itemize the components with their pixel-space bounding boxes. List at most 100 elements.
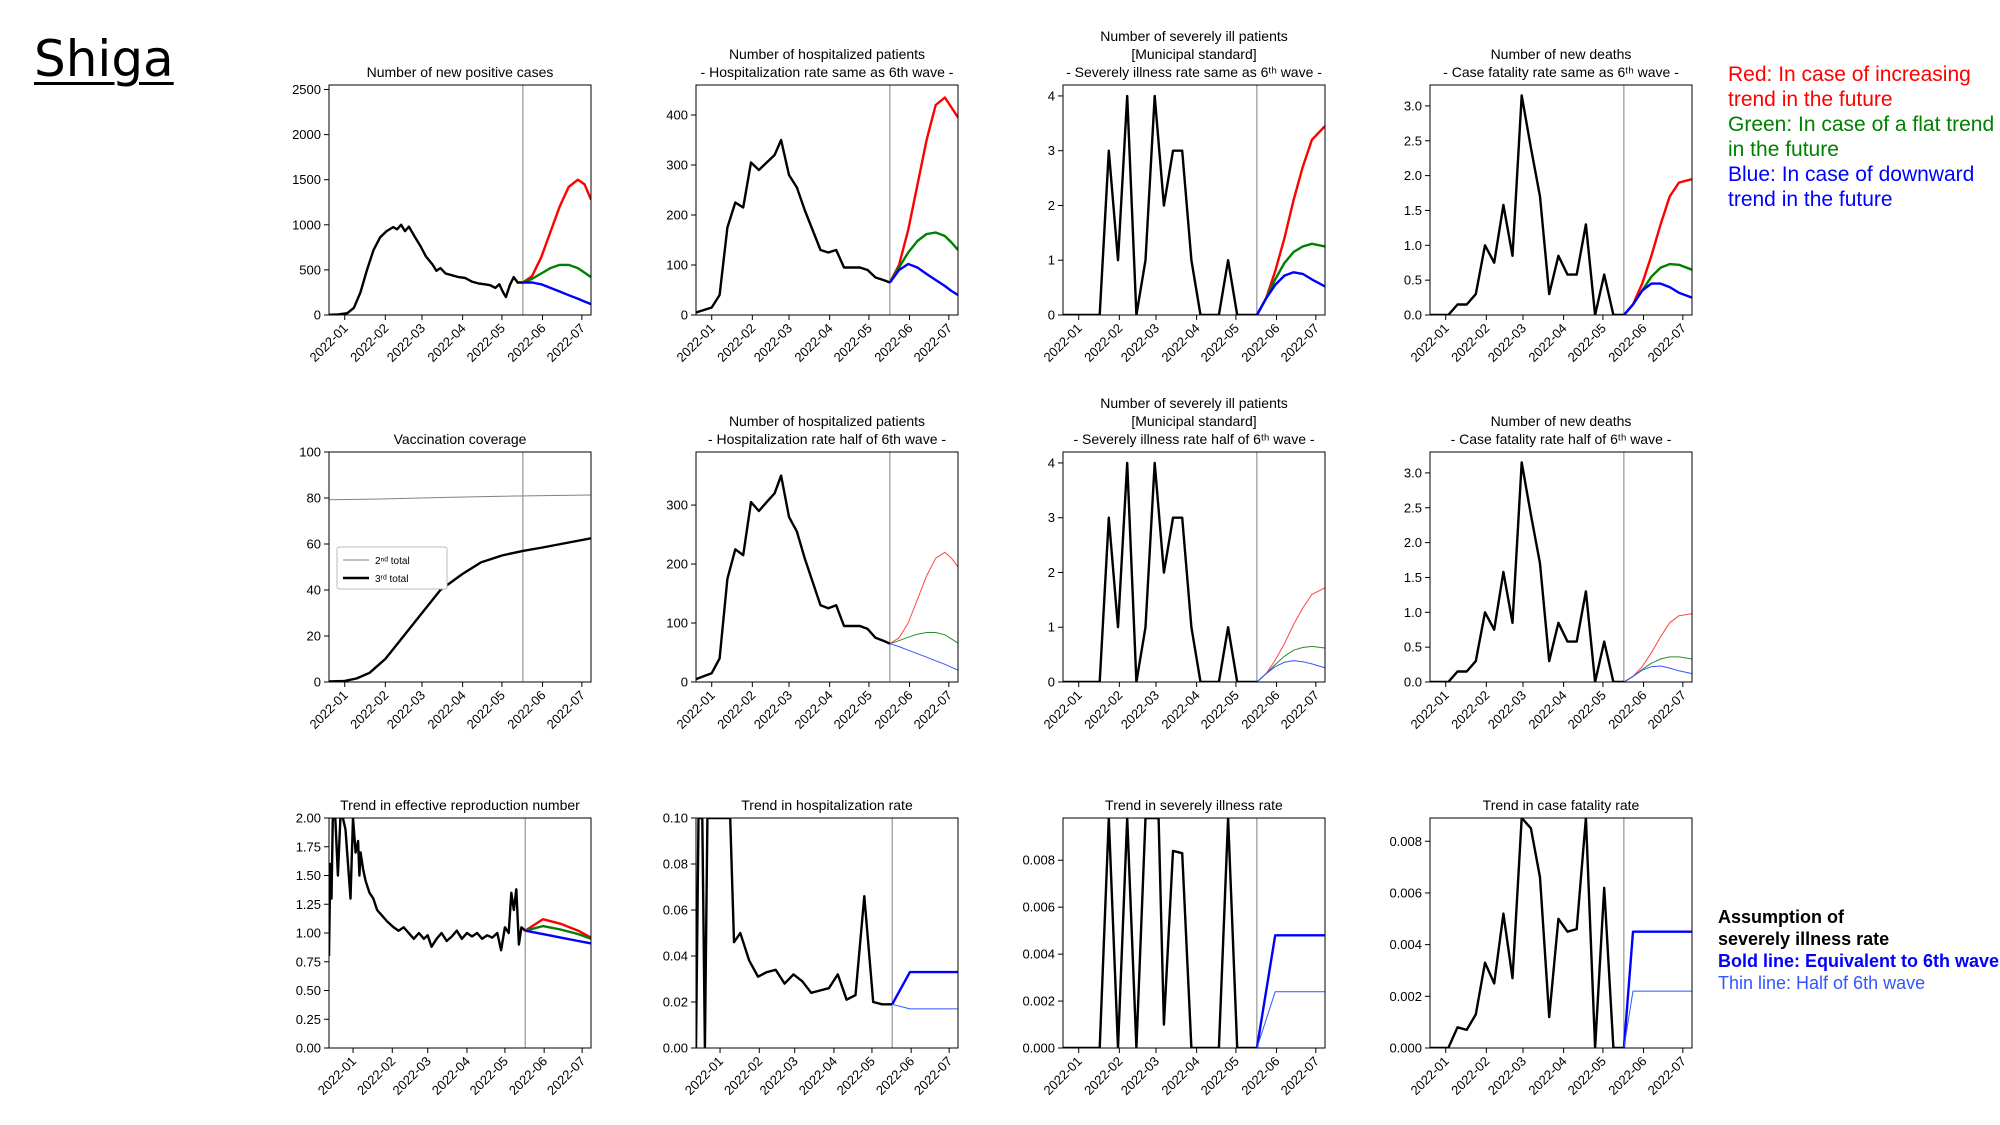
series-group <box>329 494 591 682</box>
y-tick-label: 100 <box>666 616 688 631</box>
series-line-observed <box>1430 818 1624 1048</box>
y-tick-label: 40 <box>307 583 321 598</box>
y-tick-label: 1.75 <box>296 839 321 854</box>
x-tick-label: 2022-01 <box>1040 688 1084 732</box>
series-group <box>1063 461 1325 682</box>
y-tick-label: 2.00 <box>296 811 321 826</box>
series-line-flat <box>1255 242 1325 315</box>
y-tick-label: 0.75 <box>296 954 321 969</box>
x-tick-label: 2022-01 <box>1407 321 1451 365</box>
y-tick-label: 0.002 <box>1022 994 1055 1009</box>
series-line-increase <box>889 551 958 645</box>
series-line-increase <box>1255 125 1325 315</box>
plot-frame <box>1429 451 1693 683</box>
x-tick-label: 2022-04 <box>791 321 835 365</box>
series-line-increase <box>524 918 591 939</box>
y-tick-label: 0 <box>314 675 321 690</box>
y-tick-label: 0.00 <box>663 1041 688 1056</box>
plot-frame <box>328 84 592 316</box>
series-group <box>329 818 591 957</box>
series-line-decrease <box>888 262 958 297</box>
chart-severe_rate: Trend in severely illness rate 0.000 0.002… <box>1022 797 1326 1098</box>
y-tick-label: 0.5 <box>1404 640 1422 655</box>
x-tick-label: 2022-04 <box>791 688 835 732</box>
x-tick-label: 2022-04 <box>1158 321 1202 365</box>
assumption-legend: Assumption of severely illness rate Bold… <box>1718 906 1999 994</box>
y-tick-label: 0.5 <box>1404 273 1422 288</box>
x-tick-label: 2022-02 <box>714 688 758 732</box>
x-tick-label: 2022-02 <box>1448 1054 1492 1098</box>
y-tick-label: 0.004 <box>1022 947 1055 962</box>
x-tick-label: 2022-03 <box>751 688 795 732</box>
series-line-decrease <box>1255 271 1325 315</box>
y-tick-label: 0 <box>681 308 688 323</box>
y-tick-label: 0.006 <box>1389 885 1422 900</box>
x-tick-label: 2022-01 <box>1407 1054 1451 1098</box>
series-line-decrease <box>1623 665 1692 682</box>
y-tick-label: 0.08 <box>663 857 688 872</box>
y-tick-label: 2.0 <box>1404 168 1422 183</box>
x-tick-label: 2022-02 <box>721 1054 765 1098</box>
y-tick-label: 1.5 <box>1404 203 1422 218</box>
x-tick-label: 2022-04 <box>1158 688 1202 732</box>
chart-title: - Severely illness rate half of 6ᵗʰ wave… <box>1073 431 1314 447</box>
chart-title: [Municipal standard] <box>1131 46 1256 62</box>
x-tick-label: 2022-03 <box>751 321 795 365</box>
chart-title: Number of severely ill patients <box>1100 28 1288 44</box>
series-line-increase <box>1256 587 1325 682</box>
x-tick-label: 2022-01 <box>673 321 717 365</box>
x-tick-label: 2022-02 <box>714 321 758 365</box>
x-tick-label: 2022-07 <box>1645 321 1689 365</box>
chart-hosp_half: Number of hospitalized patients - Hospita… <box>666 413 959 732</box>
series-group <box>696 818 958 1048</box>
x-tick-label: 2022-07 <box>911 321 955 365</box>
x-tick-label: 2022-05 <box>467 1054 511 1098</box>
series-group <box>1430 94 1692 315</box>
y-tick-label: 2.0 <box>1404 535 1422 550</box>
y-tick-label: 0.06 <box>663 903 688 918</box>
x-tick-label: 2022-04 <box>1525 1054 1569 1098</box>
x-tick-label: 2022-03 <box>384 688 428 732</box>
x-tick-label: 2022-03 <box>1485 688 1529 732</box>
plot-frame <box>1062 84 1326 316</box>
series-line-2nd-total <box>329 494 591 501</box>
x-tick-label: 2022-05 <box>464 688 508 732</box>
assumption-thin-line: Thin line: Half of 6th wave <box>1718 973 1926 993</box>
x-tick-label: 2022-07 <box>911 688 955 732</box>
x-tick-label: 2022-03 <box>384 321 428 365</box>
y-tick-label: 0 <box>1048 675 1055 690</box>
plot-frame <box>695 451 959 683</box>
y-tick-label: 60 <box>307 537 321 552</box>
y-tick-label: 0.25 <box>296 1012 321 1027</box>
legend-blue-text: Blue: In case of downward trend in the f… <box>1728 163 1975 211</box>
x-tick-label: 2022-06 <box>1605 688 1649 732</box>
y-tick-label: 1.00 <box>296 926 321 941</box>
series-line-decrease <box>1256 660 1325 682</box>
x-tick-label: 2022-05 <box>1198 688 1242 732</box>
y-tick-label: 3.0 <box>1404 98 1422 113</box>
x-tick-label: 2022-06 <box>506 1054 550 1098</box>
scenario-legend: Red: In case of increasing trend in the … <box>1728 62 2000 212</box>
x-tick-label: 2022-06 <box>1238 1054 1282 1098</box>
x-tick-label: 2022-01 <box>315 1054 359 1098</box>
x-tick-label: 2022-02 <box>1081 688 1125 732</box>
x-tick-label: 2022-06 <box>873 1054 917 1098</box>
x-tick-label: 2022-03 <box>1118 688 1162 732</box>
y-tick-label: 1500 <box>292 172 321 187</box>
x-tick-label: 2022-05 <box>1198 1054 1242 1098</box>
x-tick-label: 2022-03 <box>756 1054 800 1098</box>
x-tick-label: 2022-06 <box>1605 1054 1649 1098</box>
y-tick-label: 0.000 <box>1389 1041 1422 1056</box>
x-tick-label: 2022-01 <box>306 321 350 365</box>
series-line-bold <box>891 970 958 1005</box>
chart-title: - Severely illness rate same as 6ᵗʰ wave… <box>1066 64 1322 80</box>
y-tick-label: 300 <box>666 158 688 173</box>
series-line-flat <box>888 231 958 284</box>
chart-title: Number of severely ill patients <box>1100 395 1288 411</box>
x-tick-label: 2022-01 <box>306 688 350 732</box>
x-tick-label: 2022-01 <box>1407 688 1451 732</box>
chart-title: Trend in hospitalization rate <box>741 797 913 813</box>
y-tick-label: 400 <box>666 108 688 123</box>
chart-title: Number of new deaths <box>1491 413 1632 429</box>
